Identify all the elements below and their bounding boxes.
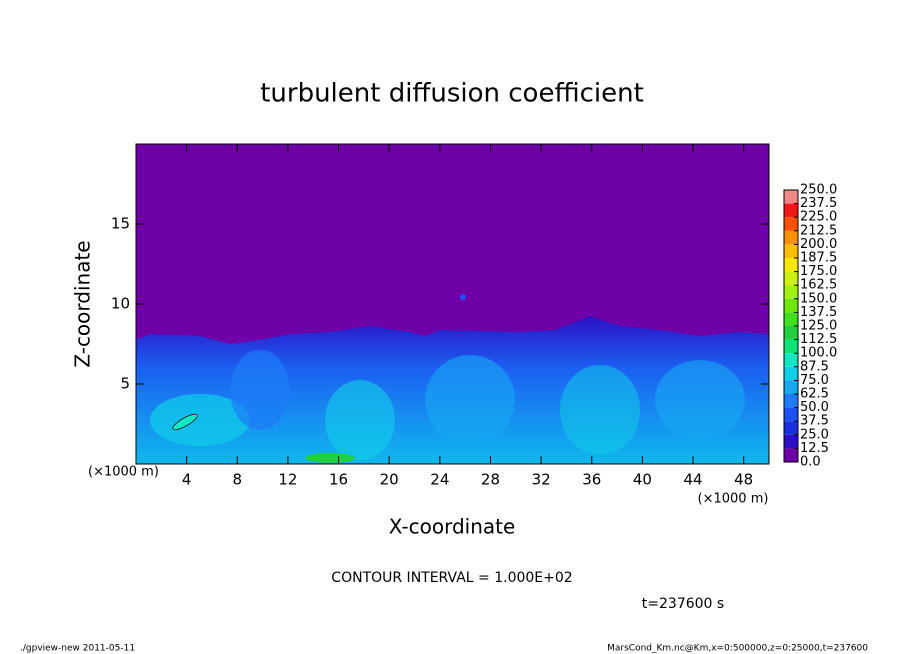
colorbar-bin (784, 244, 798, 258)
x-tick-label: 48 (734, 471, 753, 489)
chart-title: turbulent diffusion coefficient (260, 79, 644, 109)
colorbar-label: 200.0 (800, 237, 837, 252)
colorbar-bin (784, 190, 798, 204)
footer-right: MarsCond_Km.nc@Km,x=0:500000,z=0:25000,t… (607, 644, 868, 654)
colorbar-label: 137.5 (800, 305, 837, 320)
colorbar-label: 50.0 (800, 400, 829, 415)
x-tick-label: 24 (430, 471, 449, 489)
y-tick-label: 15 (111, 215, 130, 233)
colorbar-bin (784, 230, 798, 245)
colorbar-label: 125.0 (800, 319, 837, 334)
x-tick-label: 40 (633, 471, 652, 489)
colorbar-label: 100.0 (800, 346, 837, 361)
colorbar-bin (784, 217, 798, 231)
colorbar-bin (784, 407, 798, 422)
colorbar-label: 62.5 (800, 387, 829, 402)
colorbar-label: 12.5 (800, 441, 829, 456)
colorbar-bin (784, 326, 798, 340)
colorbar-label: 150.0 (800, 291, 837, 306)
x-axis-label: X-coordinate (389, 515, 516, 539)
y-tick-label: 10 (111, 295, 130, 313)
colorbar-bin (784, 285, 798, 299)
x-tick-label: 44 (683, 471, 702, 489)
x-tick-label: 20 (380, 471, 399, 489)
y-tick-label: 5 (120, 375, 130, 393)
x-tick-label: 32 (532, 471, 551, 489)
colorbar-bin (784, 312, 798, 326)
colorbar-bin (784, 271, 798, 286)
colorbar-label: 187.5 (800, 251, 837, 266)
colorbar-label: 225.0 (800, 210, 837, 225)
colorbar-label: 87.5 (800, 359, 829, 374)
colorbar-label: 112.5 (800, 332, 837, 347)
colorbar-bin (784, 448, 798, 462)
colorbar-bin (784, 380, 798, 394)
colorbar-label: 175.0 (800, 264, 837, 279)
colorbar-label: 0.0 (800, 455, 821, 470)
x-tick-label: 8 (233, 471, 243, 489)
colorbar-bin (784, 353, 798, 367)
x-tick-label: 36 (582, 471, 601, 489)
x-tick-label: 28 (481, 471, 500, 489)
y-unit: (×1000 m) (698, 492, 769, 507)
colorbar-bin (784, 203, 798, 218)
x-tick-label: 12 (278, 471, 297, 489)
colorbar-label: 250.0 (800, 183, 837, 198)
colorbar-bin (784, 339, 798, 354)
time-label: t=237600 s (642, 596, 724, 612)
colorbar-label: 37.5 (800, 414, 829, 429)
colorbar-bin (784, 258, 798, 272)
colorbar-label: 212.5 (800, 223, 837, 238)
colorbar-label: 162.5 (800, 278, 837, 293)
y-axis-label: Z-coordinate (71, 240, 95, 367)
colorbar-bin (784, 434, 798, 449)
colorbar-label: 75.0 (800, 373, 829, 388)
colorbar-label: 25.0 (800, 427, 829, 442)
colorbar-bin (784, 366, 798, 381)
colorbar-bin (784, 298, 798, 313)
x-tick-label: 4 (182, 471, 192, 489)
x-unit: (×1000 m) (88, 465, 159, 480)
colorbar-bin (784, 421, 798, 435)
field-layer (136, 294, 769, 464)
footer-left: ./gpview-new 2011-05-11 (20, 644, 135, 654)
colorbar-label: 237.5 (800, 196, 837, 211)
x-tick-label: 16 (329, 471, 348, 489)
contour-interval: CONTOUR INTERVAL = 1.000E+02 (331, 570, 572, 586)
colorbar-bin (784, 394, 798, 408)
